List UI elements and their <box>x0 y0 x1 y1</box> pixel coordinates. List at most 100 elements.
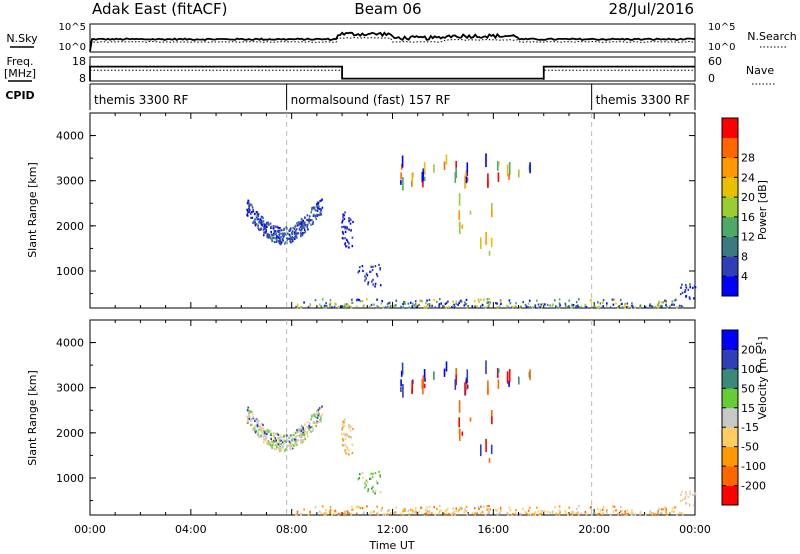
data-cell <box>404 508 406 511</box>
data-cell <box>426 299 428 302</box>
data-cell <box>291 230 294 233</box>
data-cell <box>325 513 327 516</box>
data-cell <box>269 429 272 432</box>
data-cell <box>455 167 457 179</box>
data-cell <box>300 220 302 223</box>
data-cell <box>364 279 366 282</box>
data-cell <box>251 206 254 209</box>
data-cell <box>252 415 254 418</box>
data-cell <box>457 303 459 306</box>
data-cell <box>447 300 449 303</box>
data-cell <box>489 301 491 304</box>
data-cell <box>554 299 556 302</box>
data-cell <box>689 286 691 289</box>
data-cell <box>260 227 262 230</box>
data-cell <box>346 303 349 306</box>
y-tick-label: 1000 <box>56 472 84 485</box>
data-cell <box>486 505 489 508</box>
data-cell <box>257 431 259 434</box>
data-cell <box>250 418 253 421</box>
data-cell <box>346 240 349 243</box>
data-cell <box>306 225 308 229</box>
data-cell <box>314 215 317 218</box>
data-cell <box>388 508 391 511</box>
data-cell <box>299 225 302 228</box>
data-cell <box>264 434 266 437</box>
data-cell <box>300 441 302 445</box>
data-cell <box>304 224 306 227</box>
data-cell <box>254 221 256 224</box>
data-cell <box>321 505 324 508</box>
data-cell <box>257 212 260 216</box>
data-cell <box>369 270 372 273</box>
data-cell <box>286 237 288 240</box>
data-cell <box>487 173 489 187</box>
data-cell <box>296 222 298 225</box>
data-cell <box>379 284 382 287</box>
data-cell <box>257 421 259 424</box>
data-cell <box>459 428 461 441</box>
data-cell <box>294 431 297 434</box>
data-cell <box>440 302 442 305</box>
data-cell <box>296 443 298 446</box>
data-cell <box>255 423 258 426</box>
data-cell <box>370 265 372 268</box>
data-cell <box>443 161 446 170</box>
data-cell <box>280 442 282 446</box>
colorbar-swatch <box>722 256 738 277</box>
data-cell <box>257 218 260 221</box>
colorbar-tick-label: 4 <box>741 270 748 283</box>
data-cell <box>306 421 309 424</box>
data-cell <box>428 298 431 302</box>
data-cell <box>424 508 427 512</box>
velocity-panel: Slant Range [km] 1000 2000 3000 4000 00:00 0… <box>26 319 711 552</box>
data-cell <box>625 306 628 309</box>
data-cell <box>651 306 654 309</box>
data-cell <box>254 431 257 434</box>
data-cell <box>433 371 435 380</box>
data-cell <box>342 444 344 447</box>
data-cell <box>395 304 397 307</box>
data-cell <box>306 432 308 436</box>
data-cell <box>370 510 373 513</box>
data-cell <box>379 475 381 478</box>
data-cell <box>575 305 577 308</box>
data-cell <box>476 305 478 308</box>
data-cell <box>273 230 276 234</box>
data-cell <box>296 431 299 434</box>
data-cell <box>666 306 668 309</box>
data-cell <box>300 427 302 430</box>
power-colorbar: 4 8 12 16 20 24 28 <box>721 117 755 297</box>
data-cell <box>266 442 268 445</box>
data-cell <box>487 511 490 514</box>
data-cell <box>296 303 299 306</box>
data-cell <box>678 511 681 514</box>
data-cell <box>250 410 253 413</box>
data-cell <box>682 513 684 516</box>
data-cell <box>359 266 361 269</box>
data-cell <box>639 511 642 515</box>
data-cell <box>679 500 682 503</box>
data-cell <box>261 223 263 226</box>
data-cell <box>436 300 438 303</box>
data-cell <box>496 302 498 305</box>
data-cell <box>533 513 535 516</box>
data-cell <box>428 505 431 509</box>
data-cell <box>334 509 336 512</box>
colorbar-tick-label: -15 <box>741 421 759 434</box>
data-cell <box>617 512 620 515</box>
data-cell <box>554 506 556 509</box>
data-cell <box>250 419 252 422</box>
data-cell <box>311 219 313 222</box>
data-cell <box>375 480 378 483</box>
data-cell <box>342 512 345 515</box>
noise-left-tick-top: 10^5 <box>59 22 86 33</box>
data-cell <box>267 221 269 224</box>
data-cell <box>485 360 487 375</box>
data-cell <box>527 306 530 309</box>
data-cell <box>248 210 251 214</box>
data-cell <box>288 233 291 236</box>
data-cell <box>343 424 346 427</box>
data-cell <box>275 225 277 228</box>
data-cell <box>487 508 489 511</box>
